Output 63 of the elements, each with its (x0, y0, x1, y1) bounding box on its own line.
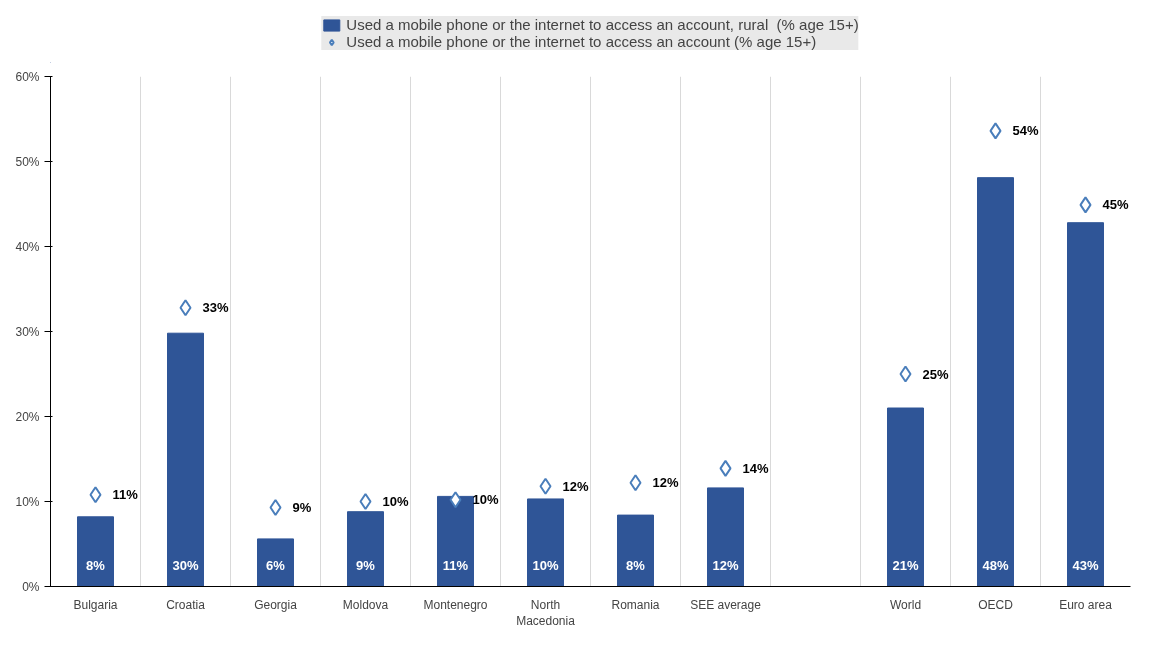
x-tick-label: North Macedonia (516, 597, 576, 629)
data-label: 54% (1012, 123, 1039, 139)
data-label: 12% (652, 475, 679, 491)
point (539, 477, 552, 495)
bar (167, 332, 204, 587)
data-label: 8% (626, 557, 646, 573)
point (989, 122, 1002, 140)
x-tick-label: Croatia (166, 597, 206, 612)
x-tick-label: Montenegro (423, 597, 488, 612)
bar (887, 407, 924, 587)
x-tick-label: SEE average (690, 597, 762, 612)
bar (527, 498, 564, 587)
data-label: 9% (356, 557, 376, 573)
y-tick-label: 40% (15, 239, 40, 254)
data-label: 33% (202, 300, 229, 316)
y-tick-label: 50% (15, 154, 40, 169)
y-tick-label: 20% (15, 409, 40, 424)
data-label: 6% (266, 557, 286, 573)
data-label: 10% (382, 494, 409, 509)
data-label: 25% (922, 366, 949, 382)
x-tick-label: World (889, 597, 922, 612)
bar (707, 487, 744, 587)
x-tick-label: Bulgaria (73, 597, 118, 612)
data-label: 21% (892, 557, 919, 573)
data-label: 11% (442, 557, 469, 573)
x-tick-label: Romania (611, 597, 660, 612)
point (89, 486, 102, 504)
x-tick-label: Euro area (1059, 597, 1113, 612)
bar (257, 538, 294, 587)
bar (347, 511, 384, 587)
point (899, 365, 912, 383)
y-tick-label: 30% (15, 324, 40, 339)
y-tick-label: 60% (15, 69, 40, 84)
data-label: 45% (1102, 197, 1129, 213)
bar (437, 495, 474, 587)
bar (977, 177, 1014, 587)
x-tick-label: OECD (978, 597, 1014, 612)
data-label: 43% (1072, 557, 1099, 573)
point (449, 491, 462, 509)
data-label: 9% (292, 499, 312, 515)
point (269, 498, 282, 516)
x-tick-label: Georgia (254, 597, 298, 612)
data-label: 11% (112, 487, 139, 503)
bar (617, 514, 654, 587)
data-label: 10% (532, 557, 559, 573)
y-tick-label: 10% (15, 494, 40, 509)
point (359, 493, 372, 510)
data-label: 30% (172, 557, 199, 573)
legend-label: Used a mobile phone or the internet to access an account (% age 15+) (346, 33, 817, 50)
x-tick-label: Moldova (342, 597, 389, 612)
point (1079, 196, 1092, 214)
y-tick-label: 0% (22, 579, 40, 594)
legend-label: Used a mobile phone or the internet to access an account, rural (% age 15+) (346, 16, 859, 33)
data-label: 12% (562, 478, 589, 494)
bar (1067, 222, 1104, 587)
point (629, 474, 642, 492)
data-label: 12% (712, 557, 739, 573)
data-label: 8% (86, 557, 106, 573)
data-label: 14% (742, 460, 769, 476)
point (719, 459, 732, 477)
data-label: 48% (982, 557, 1009, 573)
point (179, 299, 192, 317)
bar (77, 516, 114, 587)
